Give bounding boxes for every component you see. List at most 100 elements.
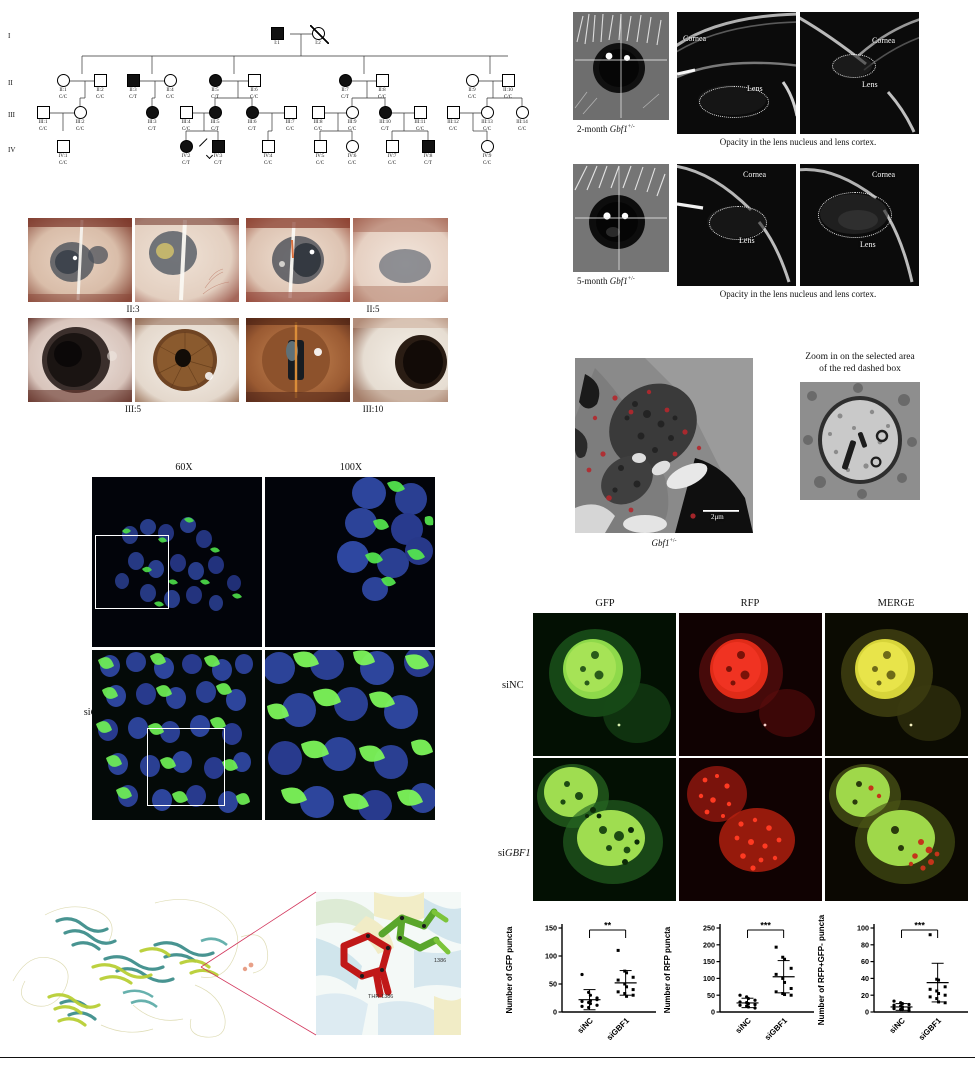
oct-cornea-label-5month-right: Cornea [872,170,896,179]
pedigree-member-id: II:8 [378,88,386,93]
pedigree-member-III-13: III:13 C/C [480,106,494,132]
pedigree-square-symbol [247,74,261,87]
pedigree-member-id: III:11 [414,120,426,125]
pedigree-member-genotype: C/C [482,161,492,166]
eye-photo-iii5-right [135,318,239,402]
pedigree-member-id: III:7 [285,120,295,125]
pedigree-member-IV-6: IV:6 C/C [345,140,359,166]
tem-overview-image: 2μm [575,358,753,533]
svg-text:**: ** [604,921,612,931]
pedigree-member-genotype: C/T [129,95,137,100]
pedigree-member-genotype: C/C [313,127,323,132]
pedigree-member-III-8: III:8 C/C [311,106,325,132]
pedigree-member-III-10: III:10 C/T [378,106,392,132]
svg-text:150: 150 [703,957,715,966]
pedigree-member-id: IV:9 [482,154,492,159]
pedigree-member-II-2: II:2 C/C [93,74,107,100]
pedigree-member-id: III:9 [347,120,357,125]
pedigree-member-II-7: II:7 C/T [338,74,352,100]
channel-image-sinc-merge [825,613,968,756]
channel-header-gfp: GFP [595,598,615,609]
pedigree-circle-symbol [245,106,259,119]
pedigree-member-id: II:7 [341,88,349,93]
oct-lens-label-5month-right: Lens [860,240,876,249]
svg-text:150: 150 [545,924,557,933]
svg-text:siGBF1: siGBF1 [763,1016,790,1043]
pedigree-member-id: III:4 [181,120,191,125]
pedigree-circle-symbol [515,106,529,119]
pedigree-member-id: IV:7 [387,154,397,159]
generation-label-II: II [8,79,13,87]
pedigree-member-genotype: C/C [181,127,191,132]
if-image-sinc-100x [265,477,435,647]
eye-photo-iii5-left [28,318,132,402]
pedigree-circle-symbol [338,74,352,87]
channel-header-rfp: RFP [740,598,760,609]
mouse-age-label-5month: 5-month [577,276,610,286]
tem-zoom-title-line2: of the red dashed box [819,363,901,374]
pedigree-member-genotype: C/C [415,127,425,132]
svg-text:20: 20 [861,991,869,1000]
pedigree-member-genotype: C/C [503,95,513,100]
pedigree-member-III-1: III:1 C/C [36,106,50,132]
channel-image-sinc-gfp [533,613,676,756]
svg-text:0: 0 [711,1008,715,1017]
svg-text:50: 50 [707,991,715,1000]
eye-photo-ii3-left [28,218,132,302]
pedigree-member-III-11: III:11 C/C [413,106,427,132]
eye-photo-caption-iii10: III:10 [362,404,384,414]
pedigree-member-III-3: III:3 C/T [145,106,159,132]
generation-label-I: I [8,32,11,40]
mouse-age-label-2month: 2-month [577,124,610,134]
svg-text:100: 100 [545,952,557,961]
pedigree-member-genotype: C/C [347,127,357,132]
eye-photo-ii5-left [246,218,350,302]
pedigree-member-II-9: II:9 C/C [465,74,479,100]
pedigree-member-genotype: C/T [341,95,349,100]
protein-ribbon-model [5,885,285,1055]
pedigree-member-II-5: II:5 C/T [208,74,222,100]
oct-caption-5month: Opacity in the lens nucleus and lens cor… [719,289,877,299]
pedigree-member-id: III:8 [313,120,323,125]
mouse-eye-photo-5month [573,164,669,272]
svg-text:siGBF1: siGBF1 [917,1016,944,1043]
pedigree-member-III-2: III:2 C/C [73,106,87,132]
chart-canvas: 0 50 100 150 200 250 Number of RFP puncta *** si… [663,921,814,1043]
pedigree-member-genotype: C/C [38,127,48,132]
immunofluorescence-panel: 60X 100X siNC siGBF1 [60,460,450,850]
generation-label-IV: IV [8,146,16,154]
pedigree-square-symbol [261,140,275,153]
tem-zoom-title-line1: Zoom in on the selected area [805,352,915,362]
pedigree-square-symbol [283,106,297,119]
pedigree-member-II-3: II:3 C/T [126,74,140,100]
pedigree-member-genotype: C/C [315,161,325,166]
pedigree-member-II-10: II:10 C/C [501,74,515,100]
pedigree-member-id: IV:1 [58,154,68,159]
svg-text:0: 0 [553,1008,557,1017]
oct-cornea-label-5month-left: Cornea [743,170,767,179]
quantification-charts: 0 50 100 150 Number of GFP puncta ** siNC siGBF… [500,898,975,1060]
eye-photo-ii3-right [135,218,239,302]
chart-gfp-puncta: 0 50 100 150 Number of GFP puncta ** siNC siGBF… [500,898,658,1060]
svg-text:80: 80 [861,940,869,949]
pedigree-square-symbol [501,74,515,87]
channel-header-merge: MERGE [877,598,915,609]
oct-opacity-marker-2month-left [699,86,769,118]
pedigree-member-id: II:3 [129,88,137,93]
pedigree-square-symbol [446,106,460,119]
pedigree-circle-symbol [378,106,392,119]
svg-text:100: 100 [857,924,869,933]
svg-text:siNC: siNC [734,1016,753,1035]
svg-text:siNC: siNC [888,1016,907,1035]
pedigree-member-id: III:1 [38,120,48,125]
channel-image-sinc-rfp [679,613,822,756]
pedigree-member-III-14: III:14 C/C [515,106,529,132]
pedigree-member-genotype: C/T [182,161,190,166]
oct-opacity-marker-5month-right [818,192,892,238]
pedigree-member-id: III:12 [447,120,459,125]
tem-sample-allele: +/- [669,538,677,544]
pedigree-member-id: II:9 [468,88,476,93]
mouse-allele-sup-2month: +/- [627,124,635,130]
pedigree-chart: I II III IV I:1 I:2 II:1 C/C II:2 C/C II:3 C/T I… [0,0,560,195]
pedigree-member-genotype: C/C [347,161,357,166]
